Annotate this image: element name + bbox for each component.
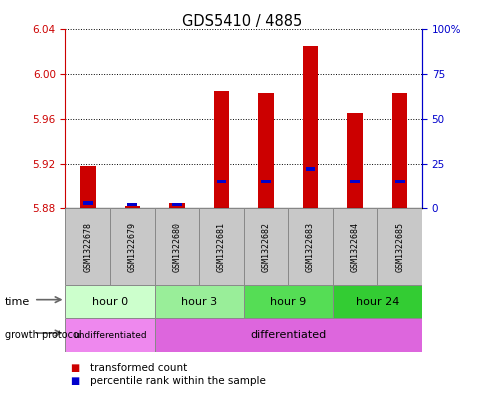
Bar [332, 285, 421, 318]
Bar [80, 166, 95, 208]
Bar [391, 93, 407, 208]
Text: GSM1322682: GSM1322682 [261, 222, 270, 272]
Text: GSM1322681: GSM1322681 [216, 222, 226, 272]
Text: time: time [5, 297, 30, 307]
Text: GDS5410 / 4885: GDS5410 / 4885 [182, 14, 302, 29]
Text: GSM1322680: GSM1322680 [172, 222, 181, 272]
Text: percentile rank within the sample: percentile rank within the sample [90, 376, 265, 386]
Bar [332, 208, 377, 285]
Text: transformed count: transformed count [90, 363, 187, 373]
Bar [169, 203, 184, 208]
Bar [213, 91, 229, 208]
Bar [243, 208, 287, 285]
Bar [377, 208, 421, 285]
Text: growth protocol: growth protocol [5, 330, 81, 340]
Bar [349, 180, 359, 183]
Bar [172, 203, 182, 206]
Bar [110, 208, 154, 285]
Bar [394, 180, 404, 183]
Text: hour 24: hour 24 [355, 297, 398, 307]
Text: ■: ■ [70, 363, 79, 373]
Bar [305, 167, 315, 171]
Text: ■: ■ [70, 376, 79, 386]
Text: GSM1322685: GSM1322685 [394, 222, 403, 272]
Text: differentiated: differentiated [250, 330, 326, 340]
Text: GSM1322684: GSM1322684 [350, 222, 359, 272]
Bar [199, 208, 243, 285]
Bar [154, 318, 421, 352]
Bar [216, 180, 226, 183]
Bar [65, 208, 110, 285]
Bar [154, 208, 199, 285]
Text: hour 0: hour 0 [92, 297, 128, 307]
Bar [83, 201, 92, 204]
Bar [287, 208, 332, 285]
Bar [257, 93, 273, 208]
Bar [154, 285, 243, 318]
Text: GSM1322678: GSM1322678 [83, 222, 92, 272]
Text: GSM1322679: GSM1322679 [128, 222, 136, 272]
Bar [124, 206, 140, 208]
Bar [65, 285, 154, 318]
Bar [260, 180, 271, 183]
Text: GSM1322683: GSM1322683 [305, 222, 315, 272]
Bar [243, 285, 332, 318]
Bar [127, 203, 137, 206]
Bar [65, 318, 154, 352]
Text: hour 3: hour 3 [181, 297, 217, 307]
Bar [302, 46, 318, 208]
Text: hour 9: hour 9 [270, 297, 306, 307]
Bar [347, 113, 362, 208]
Text: undifferentiated: undifferentiated [73, 331, 147, 340]
